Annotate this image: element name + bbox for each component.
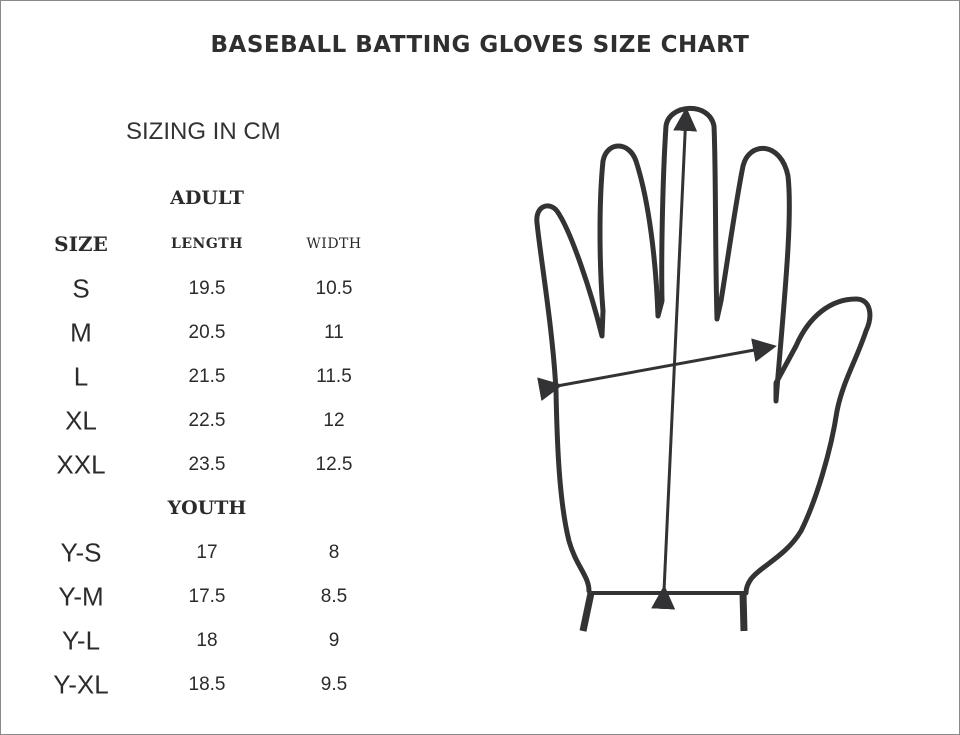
adult-size-cell: XL <box>65 405 97 436</box>
youth-width-cell: 9.5 <box>320 674 348 695</box>
size-column-header: SIZE <box>54 232 108 256</box>
adult-width-cell: 12 <box>323 410 345 431</box>
youth-width-cell: 9 <box>328 630 340 651</box>
adult-width-cell: 11 <box>324 322 344 343</box>
adult-length-cell: 22.5 <box>188 410 226 431</box>
adult-length-cell: 23.5 <box>188 454 226 475</box>
youth-length-cell: 17 <box>196 542 218 563</box>
adult-width-cell: 11.5 <box>316 366 352 387</box>
adult-length-cell: 21.5 <box>188 366 226 387</box>
width-column-header: WIDTH <box>306 236 362 252</box>
units-label: SIZING IN CM <box>126 118 281 145</box>
youth-length-cell: 18.5 <box>188 674 226 695</box>
adult-length-cell: 19.5 <box>188 278 226 299</box>
adult-size-cell: XXL <box>56 449 106 480</box>
youth-size-cell: Y-M <box>58 581 104 612</box>
adult-heading: ADULT <box>170 187 244 209</box>
adult-width-cell: 10.5 <box>315 278 353 299</box>
youth-length-cell: 17.5 <box>188 586 226 607</box>
youth-length-cell: 18 <box>196 630 218 651</box>
adult-size-cell: M <box>70 317 92 348</box>
adult-length-cell: 20.5 <box>188 322 226 343</box>
length-column-header: LENGTH <box>171 236 243 252</box>
youth-width-cell: 8 <box>328 542 340 563</box>
adult-width-cell: 12.5 <box>315 454 353 475</box>
youth-size-cell: Y-XL <box>53 669 109 700</box>
youth-width-cell: 8.5 <box>320 586 348 607</box>
adult-size-cell: L <box>73 361 89 392</box>
cuff-left <box>579 592 595 632</box>
cuff-right <box>739 592 748 632</box>
width-arrow <box>537 338 777 402</box>
adult-size-cell: S <box>72 273 90 304</box>
chart-title: BASEBALL BATTING GLOVES SIZE CHART <box>210 32 750 58</box>
length-arrow <box>651 107 698 610</box>
youth-size-cell: Y-S <box>60 537 102 568</box>
hand-outline <box>534 105 873 596</box>
youth-size-cell: Y-L <box>61 625 101 656</box>
youth-heading: YOUTH <box>167 497 247 519</box>
